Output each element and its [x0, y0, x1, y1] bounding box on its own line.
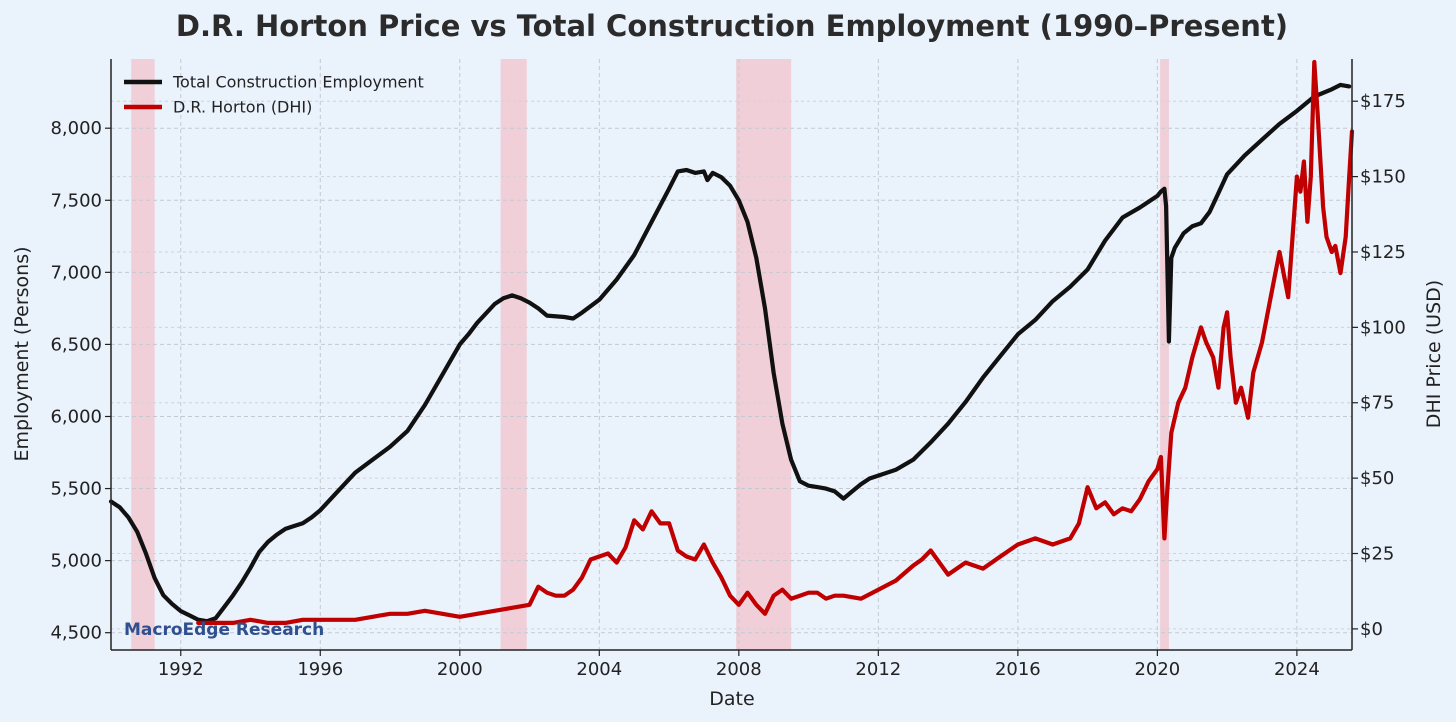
recession-band-3: [736, 59, 792, 650]
recession-band-2: [500, 59, 527, 650]
legend-label-1: Total Construction Employment: [172, 73, 424, 92]
recession-bands: [131, 59, 1169, 650]
y-left-tick-label: 5,500: [50, 479, 102, 500]
x-tick-label: 2000: [437, 659, 483, 680]
y-right-tick-label: $0: [1360, 619, 1383, 640]
y-axis-left-title: Employment (Persons): [11, 246, 33, 461]
x-tick-label: 2020: [1134, 659, 1180, 680]
x-axis-title: Date: [709, 688, 754, 710]
y-right-tick-label: $100: [1360, 317, 1406, 338]
legend-label-2: D.R. Horton (DHI): [173, 98, 312, 117]
series-lines: [108, 59, 1355, 625]
y-left-tick-label: 7,500: [50, 190, 102, 211]
x-tick-label: 2024: [1274, 659, 1320, 680]
y-left-tick-label: 5,000: [50, 551, 102, 572]
x-tick-label: 2012: [855, 659, 901, 680]
x-tick-label: 2016: [995, 659, 1041, 680]
y-left-tick-label: 6,000: [50, 406, 102, 427]
tick-labels: 1992 1996 2000 2004 2008 2012 2016 2020 2024 4,50…: [50, 91, 1405, 680]
recession-band-4: [1160, 59, 1169, 650]
y-left-tick-label: 4,500: [50, 623, 102, 644]
series-line-construction-employment: [108, 82, 1352, 624]
y-left-tick-label: 7,000: [50, 262, 102, 283]
x-tick-label: 1992: [158, 659, 204, 680]
x-tick-label: 2004: [576, 659, 622, 680]
y-right-tick-label: $25: [1360, 544, 1394, 565]
x-tick-label: 1996: [297, 659, 343, 680]
y-right-tick-label: $150: [1360, 167, 1406, 188]
y-right-tick-label: $125: [1360, 242, 1406, 263]
watermark-text: MacroEdge Research: [124, 620, 324, 640]
y-left-tick-label: 8,000: [50, 118, 102, 139]
legend: Total Construction Employment D.R. Horton…: [124, 73, 424, 117]
y-axis-right-title: DHI Price (USD): [1423, 280, 1445, 428]
axes: [110, 59, 1353, 651]
y-right-tick-label: $75: [1360, 393, 1394, 414]
y-right-tick-label: $175: [1360, 91, 1406, 112]
y-right-tick-label: $50: [1360, 468, 1394, 489]
recession-band-1: [131, 59, 155, 650]
chart-title: D.R. Horton Price vs Total Construction …: [176, 9, 1288, 43]
series-line-dhi-price: [196, 59, 1355, 625]
y-left-tick-label: 6,500: [50, 334, 102, 355]
grid-lines: [111, 59, 1352, 650]
x-tick-label: 2008: [716, 659, 762, 680]
